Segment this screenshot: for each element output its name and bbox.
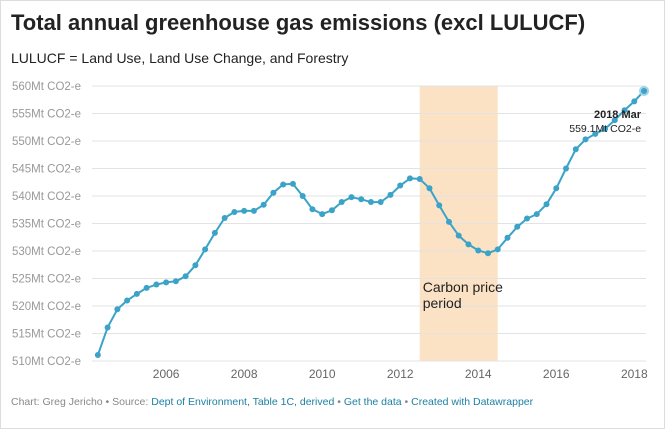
y-tick-label: 510Mt CO2-e	[12, 356, 81, 368]
data-point	[309, 206, 316, 213]
data-point	[182, 273, 189, 280]
chart-footer: Chart: Greg Jericho • Source: Dept of En…	[11, 396, 533, 408]
x-tick-label: 2016	[543, 367, 570, 381]
last-data-point	[639, 85, 650, 96]
annotation-value: 559.1Mt CO2-e	[569, 123, 641, 135]
datawrapper-link[interactable]: Created with Datawrapper	[411, 396, 534, 408]
data-point	[397, 182, 404, 189]
data-point	[582, 136, 589, 143]
carbon-price-label: Carbon price	[423, 279, 503, 295]
data-point	[260, 201, 267, 208]
y-tick-label: 525Mt CO2-e	[12, 274, 81, 286]
data-point	[436, 202, 443, 209]
data-point	[163, 279, 170, 286]
data-point	[192, 262, 199, 269]
y-tick-label: 545Mt CO2-e	[12, 164, 81, 176]
data-point	[475, 247, 482, 254]
data-point	[426, 185, 433, 192]
data-point	[455, 232, 462, 239]
data-point	[319, 211, 326, 218]
data-point	[543, 201, 550, 208]
data-point	[143, 284, 150, 291]
y-tick-label: 550Mt CO2-e	[12, 136, 81, 148]
data-point	[280, 181, 287, 188]
chart-title: Total annual greenhouse gas emissions (e…	[11, 10, 586, 35]
data-point	[289, 180, 296, 187]
chart-subtitle: LULUCF = Land Use, Land Use Change, and …	[11, 50, 349, 66]
data-point	[602, 125, 609, 132]
annotation-date: 2018 Mar	[594, 109, 642, 121]
data-point	[221, 215, 228, 221]
x-tick-label: 2010	[309, 367, 336, 381]
data-point	[211, 229, 218, 236]
data-point	[348, 194, 355, 201]
data-point	[524, 215, 531, 222]
data-point	[328, 207, 335, 214]
data-point	[133, 290, 140, 297]
x-tick-label: 2014	[465, 367, 492, 381]
data-point	[494, 246, 501, 253]
footer-separator: •	[334, 396, 344, 408]
data-point	[572, 146, 579, 153]
data-point	[563, 165, 570, 172]
y-tick-label: 560Mt CO2-e	[12, 81, 81, 93]
data-point	[104, 324, 111, 331]
data-point	[465, 241, 472, 248]
data-point	[270, 189, 277, 196]
y-tick-label: 530Mt CO2-e	[12, 246, 81, 258]
y-tick-label: 535Mt CO2-e	[12, 219, 81, 231]
carbon-price-label: period	[423, 295, 462, 311]
data-point	[621, 107, 628, 114]
data-point	[124, 297, 131, 304]
x-tick-label: 2008	[231, 367, 258, 381]
data-point	[231, 208, 238, 215]
data-point	[514, 223, 521, 230]
y-tick-label: 555Mt CO2-e	[12, 109, 81, 121]
footer-separator: •	[401, 396, 412, 408]
data-point	[553, 185, 560, 192]
data-point	[611, 117, 618, 124]
source-link[interactable]: Dept of Environment, Table 1C, derived	[151, 396, 335, 408]
y-tick-label: 520Mt CO2-e	[12, 301, 81, 313]
data-point	[202, 246, 209, 253]
y-tick-label: 540Mt CO2-e	[12, 191, 81, 203]
data-point	[114, 306, 121, 313]
x-tick-label: 2018	[621, 367, 648, 381]
data-point	[533, 211, 540, 218]
data-point	[153, 281, 160, 288]
data-point	[299, 193, 306, 199]
y-tick-label: 515Mt CO2-e	[12, 329, 81, 341]
data-point	[241, 207, 248, 214]
data-point	[250, 207, 257, 214]
data-point	[367, 199, 374, 206]
data-point	[416, 175, 423, 182]
data-point	[377, 199, 384, 206]
data-point	[445, 218, 452, 225]
x-tick-label: 2006	[153, 367, 180, 381]
data-point	[484, 250, 491, 257]
data-point	[631, 98, 638, 105]
x-tick-label: 2012	[387, 367, 414, 381]
get-data-link[interactable]: Get the data	[343, 396, 402, 408]
emissions-line	[96, 90, 645, 356]
data-point	[406, 175, 413, 182]
data-point	[172, 278, 179, 285]
data-point	[94, 351, 101, 358]
footer-credit: Chart: Greg Jericho • Source:	[11, 396, 152, 408]
data-point	[504, 234, 511, 241]
data-point	[358, 196, 365, 203]
data-point	[338, 199, 345, 206]
data-point	[592, 130, 599, 137]
data-point	[387, 191, 394, 198]
